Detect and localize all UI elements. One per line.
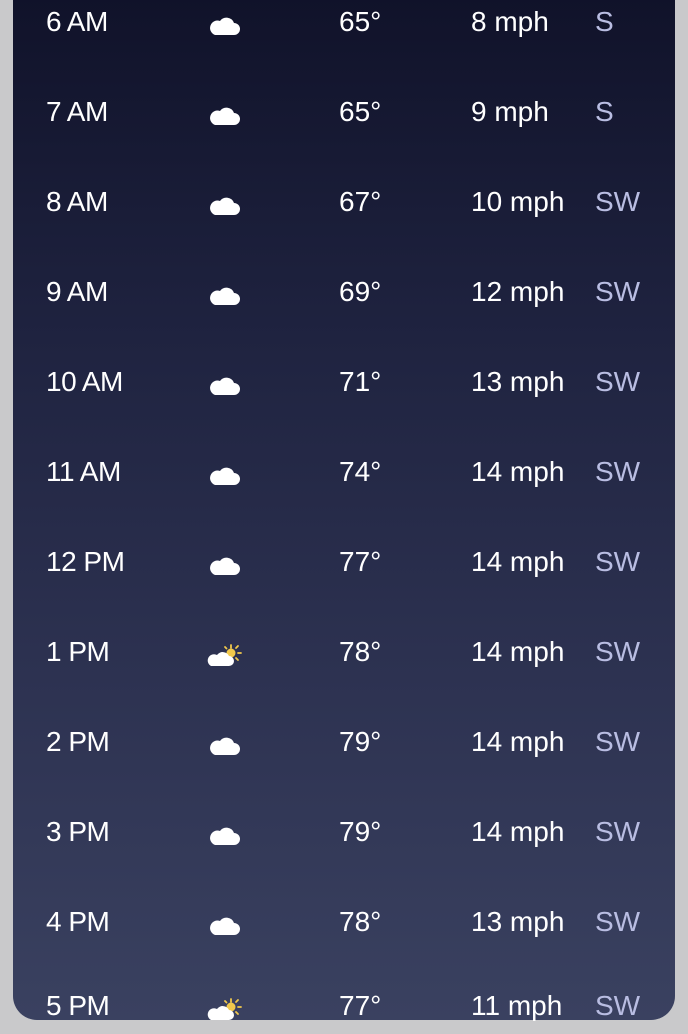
hour-row: 7 AM 65° 9 mph S — [13, 92, 675, 132]
hour-temperature: 74° — [339, 456, 382, 487]
cloud-icon — [207, 370, 241, 395]
hour-wind-speed: 14 mph — [471, 816, 565, 847]
hour-time: 12 PM — [46, 546, 125, 577]
hour-wind-direction: S — [595, 96, 614, 127]
hour-time: 1 PM — [46, 636, 110, 667]
hour-wind-direction: SW — [595, 906, 641, 937]
hour-time: 7 AM — [46, 96, 108, 127]
hour-wind-speed: 14 mph — [471, 456, 565, 487]
hour-time: 5 PM — [46, 990, 110, 1021]
hour-time: 10 AM — [46, 366, 123, 397]
hour-temperature: 77° — [339, 546, 382, 577]
hour-time: 2 PM — [46, 726, 110, 757]
hour-row: 5 PM 77° 11 mph SW — [13, 986, 675, 1026]
hour-time: 9 AM — [46, 276, 108, 307]
cloud-icon — [207, 820, 241, 845]
hour-row: 4 PM 78° 13 mph SW — [13, 902, 675, 942]
partly-sunny-icon — [207, 640, 242, 666]
hour-wind-direction: SW — [595, 186, 641, 217]
hour-temperature: 79° — [339, 726, 382, 757]
hour-wind-speed: 14 mph — [471, 546, 565, 577]
hour-row: 12 PM 77° 14 mph SW — [13, 542, 675, 582]
hour-temperature: 65° — [339, 6, 382, 37]
hour-temperature: 78° — [339, 906, 382, 937]
hour-row: 3 PM 79° 14 mph SW — [13, 812, 675, 852]
hour-temperature: 77° — [339, 990, 382, 1021]
hour-wind-direction: SW — [595, 276, 641, 307]
hour-temperature: 65° — [339, 96, 382, 127]
hour-temperature: 78° — [339, 636, 382, 667]
hour-row: 1 PM 78° 14 mph SW — [13, 632, 675, 672]
hour-time: 8 AM — [46, 186, 108, 217]
hour-wind-speed: 8 mph — [471, 6, 549, 37]
hour-row: 2 PM 79° 14 mph SW — [13, 722, 675, 762]
cloud-icon — [207, 280, 241, 305]
hour-wind-direction: SW — [595, 816, 641, 847]
cloud-icon — [207, 190, 241, 215]
hour-wind-direction: S — [595, 6, 614, 37]
hour-wind-direction: SW — [595, 990, 641, 1021]
hour-temperature: 71° — [339, 366, 382, 397]
hour-row: 9 AM 69° 12 mph SW — [13, 272, 675, 312]
hour-wind-speed: 11 mph — [471, 990, 563, 1021]
cloud-icon — [207, 100, 241, 125]
hour-row: 11 AM 74° 14 mph SW — [13, 452, 675, 492]
hour-wind-direction: SW — [595, 636, 641, 667]
hour-wind-direction: SW — [595, 546, 641, 577]
hour-wind-speed: 13 mph — [471, 906, 565, 937]
hour-temperature: 67° — [339, 186, 382, 217]
hour-time: 4 PM — [46, 906, 110, 937]
hour-wind-speed: 9 mph — [471, 96, 549, 127]
cloud-icon — [207, 730, 241, 755]
hour-wind-speed: 14 mph — [471, 726, 565, 757]
hour-row: 8 AM 67° 10 mph SW — [13, 182, 675, 222]
hour-time: 6 AM — [46, 6, 108, 37]
hour-time: 3 PM — [46, 816, 110, 847]
partly-sunny-icon — [207, 994, 242, 1020]
hour-wind-direction: SW — [595, 366, 641, 397]
hour-row: 10 AM 71° 13 mph SW — [13, 362, 675, 402]
hour-wind-direction: SW — [595, 726, 641, 757]
hour-wind-speed: 13 mph — [471, 366, 565, 397]
cloud-icon — [207, 550, 241, 575]
hour-temperature: 69° — [339, 276, 382, 307]
cloud-icon — [207, 10, 241, 35]
hour-time: 11 AM — [46, 456, 121, 487]
hour-wind-speed: 14 mph — [471, 636, 565, 667]
hour-wind-speed: 10 mph — [471, 186, 565, 217]
cloud-icon — [207, 460, 241, 485]
hour-temperature: 79° — [339, 816, 382, 847]
cloud-icon — [207, 910, 241, 935]
hour-row: 6 AM 65° 8 mph S — [13, 2, 675, 42]
hour-wind-direction: SW — [595, 456, 641, 487]
hour-wind-speed: 12 mph — [471, 276, 565, 307]
